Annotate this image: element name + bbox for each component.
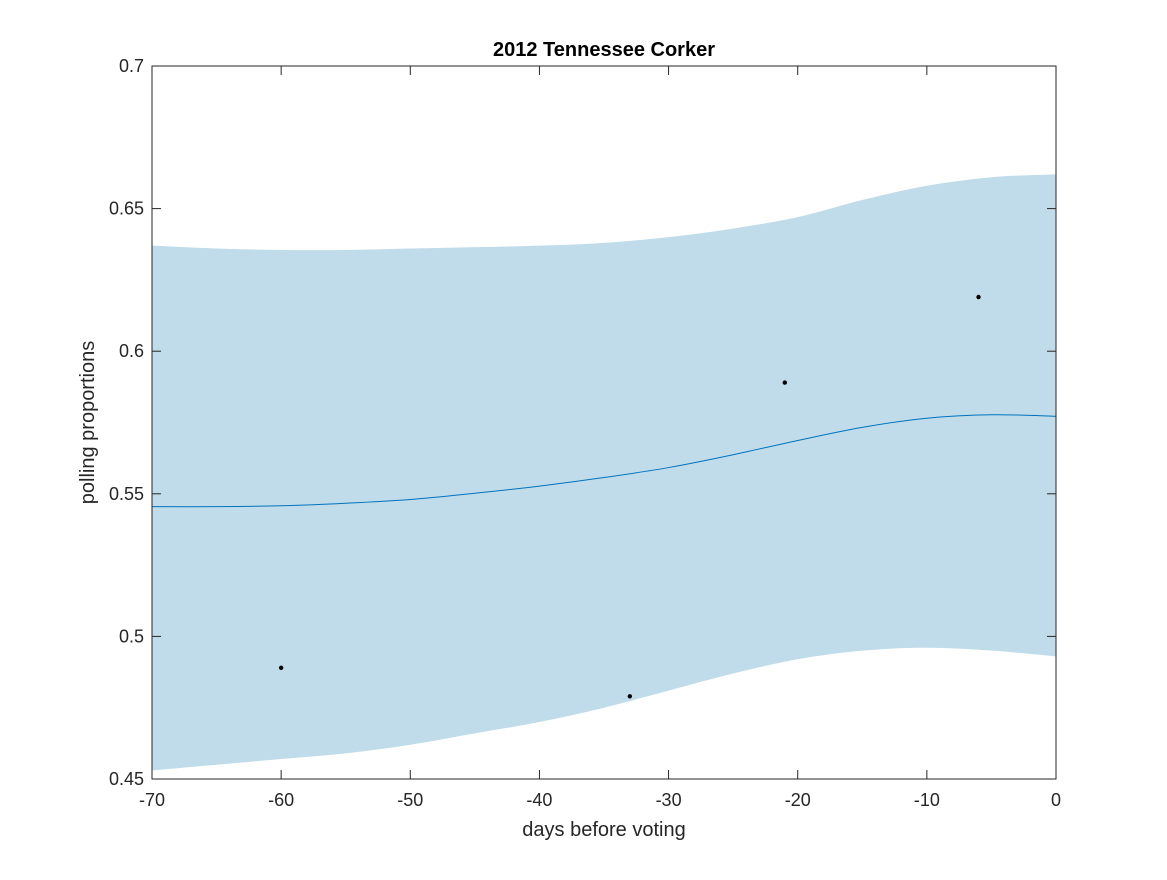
- fit-line: [151, 414, 1057, 508]
- y-tick-label: 0.5: [119, 626, 144, 646]
- x-tick-label: 0: [1051, 790, 1061, 810]
- x-tick-label: -20: [785, 790, 811, 810]
- data-point: [278, 665, 284, 670]
- fit-line-layer: [151, 414, 1057, 508]
- x-tick-label: -40: [526, 790, 552, 810]
- y-tick-label: 0.6: [119, 341, 144, 361]
- ticks-layer: -70 -60 -50 -40 -30 -20 -10 0 0.45 0.5 0.55 0.6 0.65…: [109, 56, 1061, 810]
- y-tick-label: 0.55: [109, 484, 144, 504]
- y-axis-label: polling proportions: [77, 341, 99, 504]
- plot-frame: [151, 65, 1057, 780]
- confidence-band-layer: [152, 174, 1056, 771]
- x-tick-label: -50: [397, 790, 423, 810]
- y-tick-label: 0.7: [119, 56, 144, 76]
- data-points-layer: [278, 294, 981, 699]
- data-point: [627, 694, 633, 699]
- data-point: [782, 380, 787, 385]
- x-tick-label: -70: [139, 790, 165, 810]
- confidence-band: [152, 174, 1056, 771]
- y-tick-label: 0.65: [109, 199, 144, 219]
- y-tick-label: 0.45: [109, 769, 144, 789]
- x-tick-label: -10: [914, 790, 940, 810]
- x-tick-label: -30: [656, 790, 682, 810]
- x-axis-label: days before voting: [522, 819, 685, 841]
- axes: [151, 65, 1057, 780]
- data-point: [976, 294, 981, 300]
- chart-title: 2012 Tennessee Corker: [493, 39, 715, 61]
- x-tick-label: -60: [268, 790, 294, 810]
